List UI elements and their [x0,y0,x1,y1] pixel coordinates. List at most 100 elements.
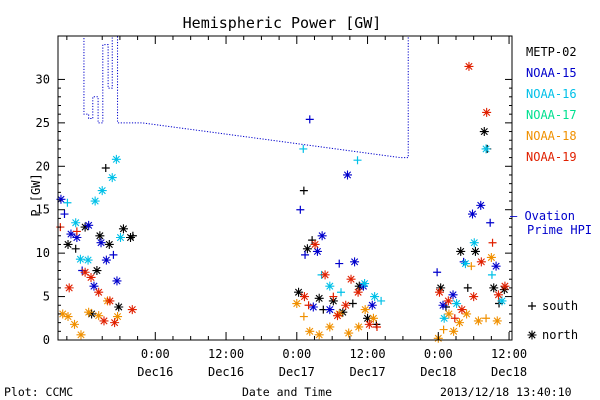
legend-marker-north [527,330,537,340]
data-point-noaa-15-north [312,246,322,256]
plot-frame [57,35,513,341]
data-point-noaa-19-north [86,272,96,282]
data-point-noaa-19-north [482,107,492,117]
legend-item-noaa-15: NOAA-15 [526,66,577,80]
legend-item-noaa-19: NOAA-19 [526,150,577,164]
data-point-noaa-15-north [72,233,82,243]
legend-item-noaa-18: NOAA-18 [526,129,577,143]
data-point-noaa-15-north [448,290,458,300]
data-point-noaa-16-north [481,144,491,154]
data-point-metp-02-north [363,313,373,323]
series-noaa-16 [63,144,507,323]
data-point-metp-02-south [71,244,80,253]
data-point-noaa-19-north [457,305,467,315]
data-point-metp-02-north [338,307,348,317]
data-point-noaa-18-north [444,309,454,319]
data-point-noaa-18-north [314,330,324,340]
x-tick-label-date: Dec17 [279,365,315,379]
x-tick-label-date: Dec18 [491,365,527,379]
data-point-noaa-19-north [80,267,90,277]
data-point-noaa-16-south [487,270,496,279]
data-point-noaa-19-north [341,300,351,310]
x-tick-label-date: Dec18 [420,365,456,379]
data-point-metp-02-south [128,231,137,240]
data-point-noaa-15-north [66,229,76,239]
data-point-noaa-15-north [438,300,448,310]
data-point-noaa-19-south [72,227,81,236]
data-point-noaa-16-north [115,233,125,243]
data-point-noaa-15-north [56,194,66,204]
data-point-noaa-15-south [301,250,310,259]
data-point-noaa-16-north [469,238,479,248]
data-point-noaa-18-north [63,312,73,322]
data-point-metp-02-north [118,224,128,234]
data-point-noaa-19-south [450,314,459,323]
y-axis-title-group: P [GW] [29,173,43,216]
data-point-noaa-19-north [353,287,363,297]
data-point-noaa-16-south [377,296,386,305]
data-point-noaa-19-north [105,296,115,306]
legend-marker-south [528,302,536,310]
data-point-noaa-15-south [335,259,344,268]
data-point-noaa-16-north [107,173,117,183]
data-point-noaa-19-north [299,292,309,302]
data-point-metp-02-north [328,296,338,306]
x-tick-label-time: 0:00 [424,347,453,361]
data-point-noaa-15-north [101,255,111,265]
data-point-noaa-15-north [358,281,368,291]
data-point-noaa-15-south [433,268,442,277]
data-point-noaa-18-north [354,322,364,332]
data-point-noaa-18-north [486,252,496,262]
data-point-noaa-16-north [83,255,93,265]
axes: 0 5 10 15 20 25 30 0:00 Dec16 12:00 Dec16 0:00 Dec17… [36,35,527,379]
data-point-noaa-15-north [367,300,377,310]
series-metp-02 [63,127,509,329]
data-point-noaa-15-north [342,170,352,180]
y-tick-label: 10 [36,246,50,260]
x-tick-label-time: 12:00 [491,347,527,361]
data-point-metp-02-north [95,231,105,241]
data-point-noaa-16-north [111,154,121,164]
data-point-metp-02-north [456,246,466,256]
data-point-noaa-18-north [360,305,370,315]
data-point-noaa-18-north [344,328,354,338]
data-point-metp-02-north [126,233,136,243]
data-point-noaa-19-north [500,281,510,291]
legend-ovation-line1: — Ovation [510,209,575,223]
data-point-noaa-16-north [360,279,370,289]
data-point-noaa-16-north [497,296,507,306]
x-tick-label-date: Dec16 [137,365,173,379]
y-tick-label: 30 [36,72,50,86]
x-axis-title: Date and Time [242,385,332,399]
data-point-metp-02-south [101,164,110,173]
data-point-metp-02-north [470,246,480,256]
data-point-noaa-16-south [63,198,72,207]
data-point-noaa-18-south [299,312,308,321]
data-point-noaa-19-south [488,238,497,247]
data-point-noaa-15-north [317,231,327,241]
x-tick-label-time: 0:00 [141,347,170,361]
data-point-noaa-19-north [320,270,330,280]
data-point-noaa-19-north [310,239,320,249]
data-point-noaa-15-north [308,302,318,312]
data-point-noaa-19-north [469,292,479,302]
data-point-noaa-16-north [97,186,107,196]
data-point-noaa-16-south [299,144,308,153]
data-point-metp-02-north [80,222,90,232]
footer-timestamp: 2013/12/18 13:40:10 [440,385,572,399]
data-point-noaa-15-south [486,218,495,227]
data-point-noaa-18-north [305,326,315,336]
legend-item-noaa-17: NOAA-17 [526,108,577,122]
data-point-noaa-19-north [332,311,342,321]
chart-title: Hemispheric Power [GW] [183,14,382,32]
data-point-noaa-15-north [350,257,360,267]
data-point-noaa-15-north [467,209,477,219]
data-point-noaa-19-north [127,305,137,315]
data-point-noaa-16-north [452,299,462,309]
data-point-noaa-18-north [455,318,465,328]
data-point-noaa-15-north [84,220,94,230]
data-point-metp-02-north [302,244,312,254]
data-point-noaa-15-north [476,200,486,210]
data-point-noaa-16-north [325,281,335,291]
y-tick-label: 15 [36,203,50,217]
